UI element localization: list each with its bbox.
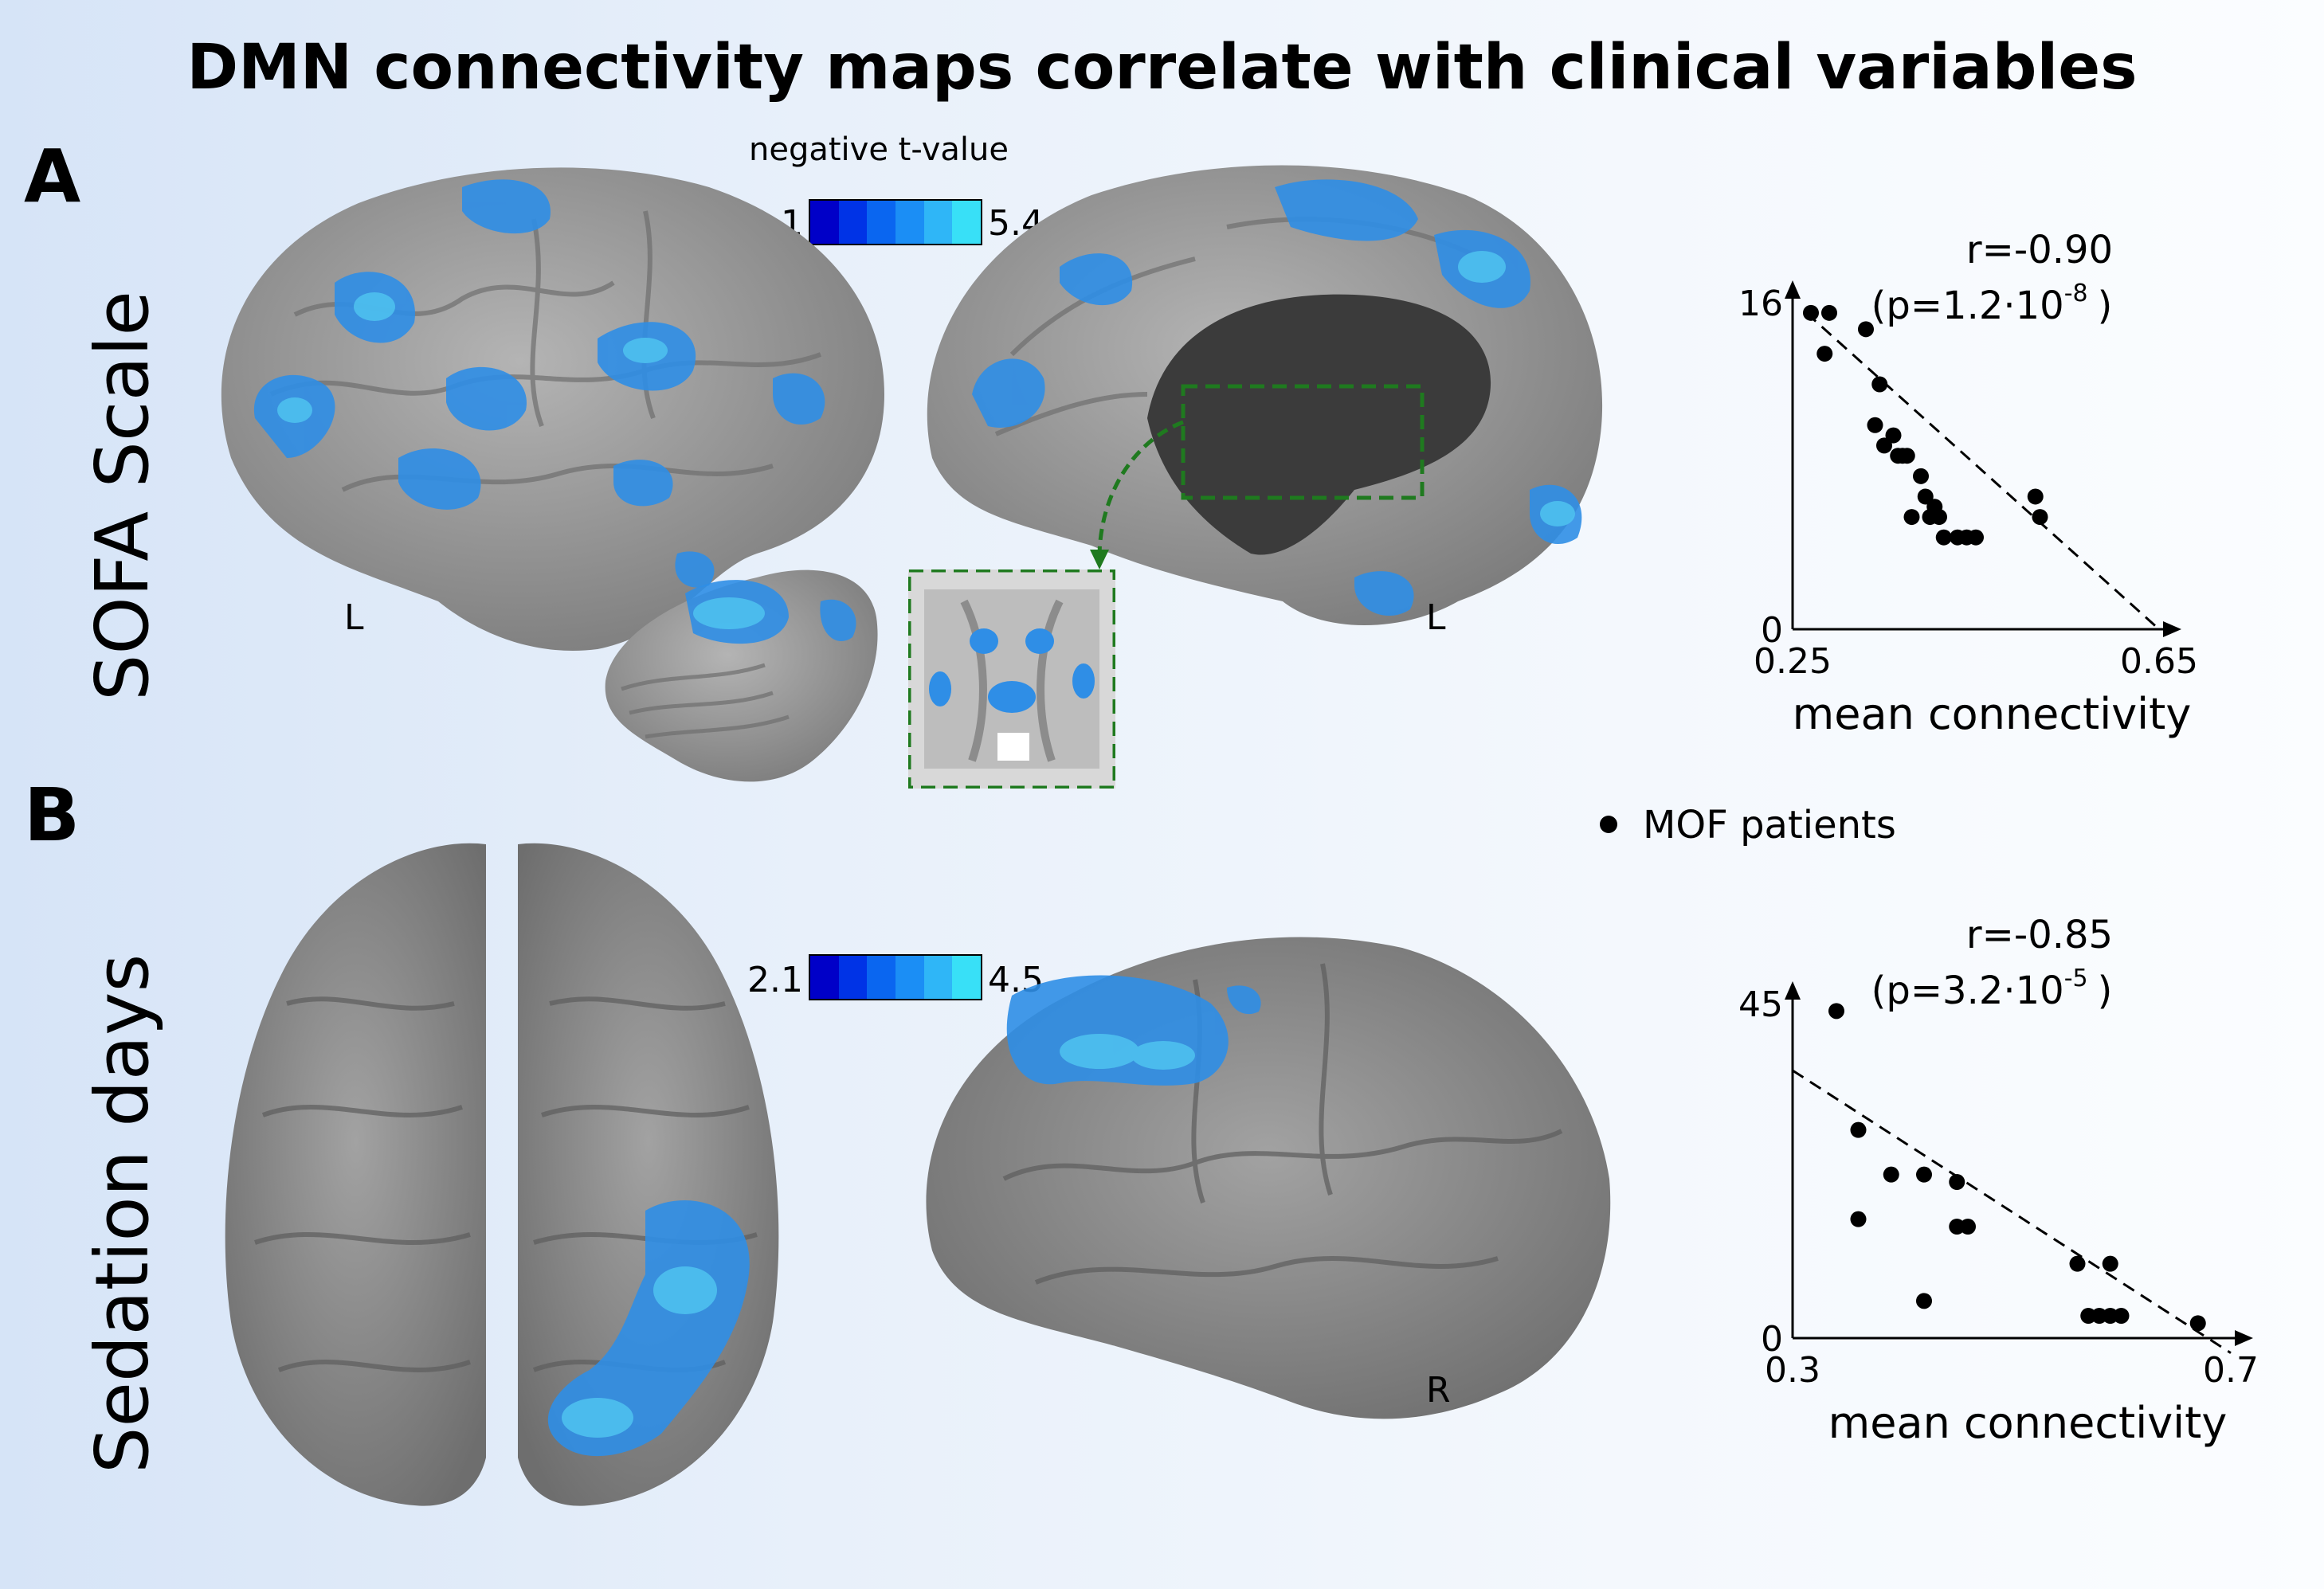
scatter-a-data-point (1935, 529, 1952, 546)
activation-cluster (1354, 571, 1414, 616)
scatter-b-x-axis-arrow (2235, 1330, 2253, 1346)
scatter-plot-sedation: r=-0.85 (p=3.2·10-5) 0 45 0.3 0.7 mean conne… (1738, 913, 2259, 1448)
scatter-b-data-point (2102, 1308, 2118, 1324)
stat-p-a: (p=1.2·10-8) (1871, 280, 2113, 328)
scatter-b-data-point (1949, 1174, 1965, 1190)
scatter-a-y-tick-label: 0 (1761, 610, 1783, 651)
scatter-b-data-point (1850, 1211, 1867, 1227)
scatter-b-x-axis-label: mean connectivity (1828, 1398, 2228, 1448)
scatter-b-y-axis-arrow (1785, 981, 1801, 1000)
activation-cluster (1025, 628, 1054, 654)
scatter-a-data-point (1816, 346, 1833, 362)
scatter-a-data-point (1917, 488, 1934, 505)
scatter-b-data-point (1960, 1219, 1976, 1235)
stat-p-b: (p=3.2·10-5) (1871, 965, 2113, 1013)
cerebellum-surface (605, 569, 878, 782)
scatter-a-data-point (1899, 448, 1915, 464)
scatter-b-y-tick-label: 0 (1761, 1319, 1783, 1360)
colorbar-a-title: negative t-value (749, 131, 1009, 168)
scatter-a-data-point (1821, 304, 1837, 321)
axial-slice-inset (908, 569, 1115, 789)
activation-cluster (547, 1200, 750, 1457)
activation-cluster (820, 599, 856, 641)
activation-cluster (1275, 179, 1418, 241)
activation-cluster (970, 628, 998, 654)
activation-cluster (675, 551, 715, 588)
row-label-sedation: Sedation days (80, 953, 165, 1474)
scatter-a-y-tick-label: 16 (1738, 284, 1783, 324)
scatter-b-data-point (2113, 1308, 2130, 1324)
stat-r-a: r=-0.90 (1966, 228, 2113, 272)
brain-dorsal-view (225, 843, 779, 1506)
scatter-b-data-point (1883, 1166, 1899, 1183)
scatter-a-data-point (1871, 376, 1888, 393)
activation-cluster (398, 448, 481, 510)
scatter-plot-sofa: r=-0.90 (p=1.2·10-8) 0 16 0.25 0.65 mean con… (1738, 228, 2198, 739)
row-label-sofa: SOFA Scale (80, 291, 165, 701)
scatter-b-data-point (2102, 1255, 2118, 1272)
scatter-b-data-point (2069, 1255, 2086, 1272)
scatter-a-data-point (1903, 509, 1920, 526)
scatter-a-data-point (1876, 437, 1892, 454)
scatter-b-x-tick-label: 0.3 (1765, 1350, 1820, 1391)
activation-cluster (613, 460, 673, 507)
scatter-a-x-axis-label: mean connectivity (1793, 689, 2192, 739)
scatter-b-data-point (2091, 1308, 2107, 1324)
panel-letter-a: A (24, 134, 81, 219)
scatter-a-x-tick-label: 0.25 (1754, 641, 1832, 682)
brain-left-medial (927, 165, 1603, 625)
colorbar-a (809, 199, 982, 245)
stat-r-b: r=-0.85 (1966, 913, 2113, 957)
scatter-a-data-point (1867, 417, 1883, 433)
scatter-b-data-point (1916, 1293, 1932, 1309)
activation-cluster (446, 366, 527, 431)
activation-cluster (988, 681, 1036, 713)
scatter-b-y-tick-label: 45 (1738, 984, 1783, 1025)
medial-wall (1147, 294, 1491, 555)
scatter-b-data-point (1916, 1166, 1932, 1183)
scatter-a-x-axis-arrow (2163, 621, 2181, 637)
brain-left-lateral (221, 167, 885, 651)
scatter-a-data-point (1913, 468, 1929, 484)
colorbar-b-min: 2.1 (747, 960, 803, 1000)
hemisphere-label-r: R (1426, 1370, 1451, 1411)
colorbar-b (809, 954, 982, 1000)
scatter-a-y-axis-arrow (1785, 280, 1801, 299)
legend-label: MOF patients (1643, 803, 1896, 847)
roi-box (1181, 384, 1425, 500)
scatter-a-fit-line (1805, 311, 2161, 631)
scatter-a-data-point (1968, 529, 1984, 546)
scatter-b-data-point (1949, 1219, 1965, 1235)
scatter-a-data-point (2032, 509, 2048, 526)
legend-marker (1600, 816, 1617, 833)
hemisphere-label-l-medial: L (1426, 597, 1446, 638)
activation-cluster (972, 358, 1045, 428)
panel-letter-b: B (24, 773, 80, 858)
scatter-a-x-tick-label: 0.65 (2120, 641, 2198, 682)
scatter-b-data-point (2189, 1315, 2206, 1332)
scatter-a-data-point (1931, 509, 1947, 526)
scatter-b-data-point (1828, 1003, 1844, 1020)
activation-cluster (929, 671, 951, 706)
activation-cluster (773, 373, 825, 425)
left-hemisphere (225, 843, 486, 1506)
scatter-b-data-point (1850, 1121, 1867, 1138)
scatter-a-data-point (1803, 304, 1819, 321)
scatter-a-data-point (1858, 321, 1874, 338)
activation-cluster (462, 179, 551, 234)
scatter-b-fit-line (1792, 1069, 2232, 1354)
figure-title: DMN connectivity maps correlate with cli… (186, 32, 2138, 104)
brain-cerebellum-view (605, 569, 878, 782)
activation-cluster (1072, 663, 1095, 699)
scatter-a-data-point (1885, 427, 1902, 444)
brain-right-lateral (926, 937, 1611, 1419)
activation-cluster (1060, 253, 1133, 306)
roi-arrow (1097, 420, 1184, 558)
activation-cluster (1227, 985, 1261, 1015)
scatter-b-x-tick-label: 0.7 (2203, 1350, 2259, 1391)
hemisphere-label-l-lateral: L (344, 597, 364, 638)
scatter-b-data-point (2080, 1308, 2097, 1324)
scatter-a-data-point (2027, 488, 2044, 505)
